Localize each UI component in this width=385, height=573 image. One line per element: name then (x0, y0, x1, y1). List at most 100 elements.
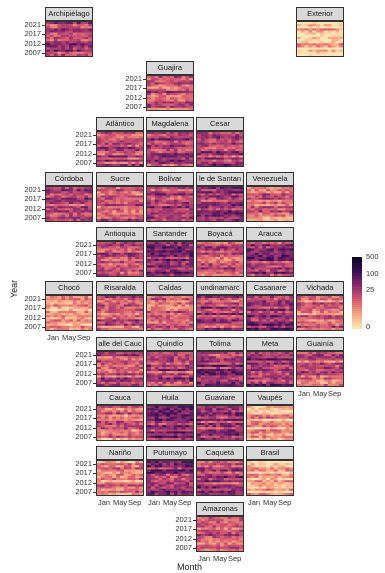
heatmap-cell (139, 140, 143, 143)
heatmap-cell (135, 271, 140, 275)
heatmap-cell (316, 300, 321, 303)
heatmap-cell (170, 201, 175, 205)
heatmap-cell (281, 306, 286, 309)
heatmap-cell (100, 379, 105, 382)
heatmap-cell (312, 304, 317, 307)
heatmap-cell (235, 261, 240, 264)
heatmap-cell (112, 250, 117, 253)
heatmap-cell (285, 193, 290, 196)
heatmap-cell (108, 261, 113, 264)
heatmap-cell (127, 134, 132, 137)
facet-panel: Atlántico (96, 117, 144, 167)
heatmap-cell (158, 142, 163, 145)
heatmap-cell (170, 300, 175, 303)
heatmap-cell (131, 298, 136, 301)
heatmap-cell (127, 354, 132, 357)
heatmap-cell (250, 273, 255, 276)
heatmap-cell (76, 304, 81, 307)
heatmap-cell (204, 134, 209, 137)
heatmap-cell (88, 47, 92, 50)
heatmap-cell (181, 327, 186, 330)
heatmap-cell (65, 199, 70, 203)
heatmap-cell (212, 273, 217, 276)
heatmap-cell (116, 132, 121, 135)
heatmap-cell (158, 163, 163, 166)
heatmap-cell (65, 214, 70, 217)
heatmap-cell (97, 214, 102, 217)
heatmap-cell (116, 310, 121, 314)
heatmap-cell (49, 43, 54, 46)
heatmap-cell (227, 149, 232, 152)
heatmap-cell (331, 51, 336, 55)
heatmap-cell (88, 325, 92, 329)
heatmap-cell (250, 308, 255, 312)
heatmap-cell (285, 261, 290, 264)
heatmap-cell (247, 206, 252, 209)
heatmap-cell (57, 51, 62, 55)
heatmap-cell (120, 134, 125, 137)
heatmap-cell (216, 210, 221, 213)
heatmap-cell (220, 149, 225, 152)
heatmap-cell (53, 321, 58, 324)
heatmap-cell (189, 362, 193, 365)
heatmap-cell (235, 306, 240, 309)
heatmap-cell (150, 261, 155, 264)
heatmap-cell (147, 371, 152, 374)
heatmap-cell (254, 250, 259, 253)
heatmap-cell (227, 195, 232, 198)
heatmap-cell (72, 216, 77, 220)
facet-panel: Córdoba (45, 172, 93, 222)
heatmap-cell (239, 132, 243, 135)
heatmap-cell (239, 300, 243, 303)
heatmap-cell (147, 138, 152, 141)
heatmap-cell (254, 273, 259, 276)
heatmap-cell (220, 146, 225, 150)
heatmap-cell (116, 136, 121, 139)
heatmap-cell (285, 296, 290, 299)
heatmap-cell (116, 159, 121, 162)
heatmap-cell (154, 134, 159, 137)
heatmap-cell (308, 39, 313, 42)
heatmap-cell (250, 201, 255, 205)
heatmap-cell (262, 204, 267, 207)
heatmap-cell (266, 325, 271, 329)
heatmap-cell (112, 159, 117, 162)
heatmap-cell (254, 302, 259, 305)
heatmap-cell (197, 315, 202, 318)
heatmap-cell (131, 321, 136, 324)
heatmap-cell (316, 321, 321, 324)
heatmap-cell (235, 313, 240, 316)
heatmap-cell (250, 256, 255, 260)
heatmap-cell (223, 381, 228, 385)
heatmap-cell (162, 327, 167, 330)
heatmap-cell (250, 248, 255, 251)
heatmap-cell (166, 296, 171, 299)
heatmap-cell (61, 24, 66, 27)
heatmap-cell (239, 138, 243, 141)
heatmap-cell (162, 138, 167, 141)
heatmap-cell (112, 134, 117, 137)
heatmap-cell (223, 358, 228, 361)
heatmap-cell (197, 216, 202, 220)
heatmap-cell (212, 218, 217, 221)
heatmap-cell (139, 242, 143, 245)
heatmap-cell (197, 306, 202, 309)
heatmap-cell (135, 212, 140, 215)
heatmap-cell (277, 252, 282, 255)
heatmap-cell (61, 204, 66, 207)
heatmap-cell (139, 199, 143, 203)
heatmap-svg (297, 352, 343, 386)
heatmap-cell (270, 356, 275, 359)
heatmap-cell (285, 379, 290, 382)
heatmap-cell (339, 317, 343, 320)
heatmap-cell (116, 259, 121, 262)
heatmap-cell (173, 327, 178, 330)
heatmap-cell (80, 41, 85, 44)
heatmap-cell (200, 366, 205, 370)
heatmap-cell (216, 313, 221, 316)
heatmap-cell (262, 261, 267, 264)
heatmap-cell (69, 327, 74, 330)
heatmap-cell (104, 159, 109, 162)
heatmap-cell (108, 214, 113, 217)
heatmap-cell (158, 317, 163, 320)
